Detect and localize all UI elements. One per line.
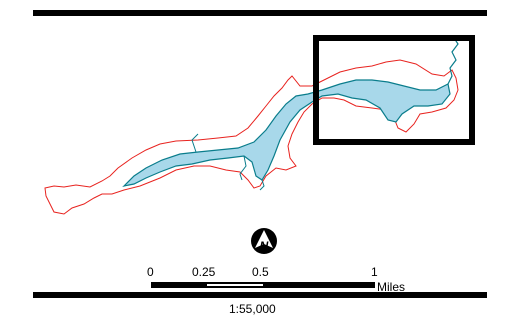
inflow-stream: [447, 35, 461, 85]
extent-box: [313, 35, 475, 145]
lake-water: [122, 79, 451, 187]
scale-bar: [151, 282, 375, 288]
north-arrow-icon: N: [251, 228, 277, 254]
bottom-frame-bar: [33, 292, 487, 298]
side-channel: [259, 179, 265, 191]
scale-units-label: Miles: [377, 280, 406, 294]
scale-tick-0-25: 0.25: [192, 265, 216, 279]
scale-tick-1: 1: [371, 265, 378, 279]
scale-tick-0-5: 0.5: [252, 265, 269, 279]
side-channel: [191, 133, 199, 153]
north-arrow-letter: N: [260, 239, 269, 253]
top-frame-bar: [33, 10, 487, 16]
scale-ratio: 1:55,000: [229, 302, 276, 316]
side-channel: [239, 155, 247, 181]
scale-tick-0: 0: [147, 265, 154, 279]
buffer-outline: [44, 59, 459, 215]
